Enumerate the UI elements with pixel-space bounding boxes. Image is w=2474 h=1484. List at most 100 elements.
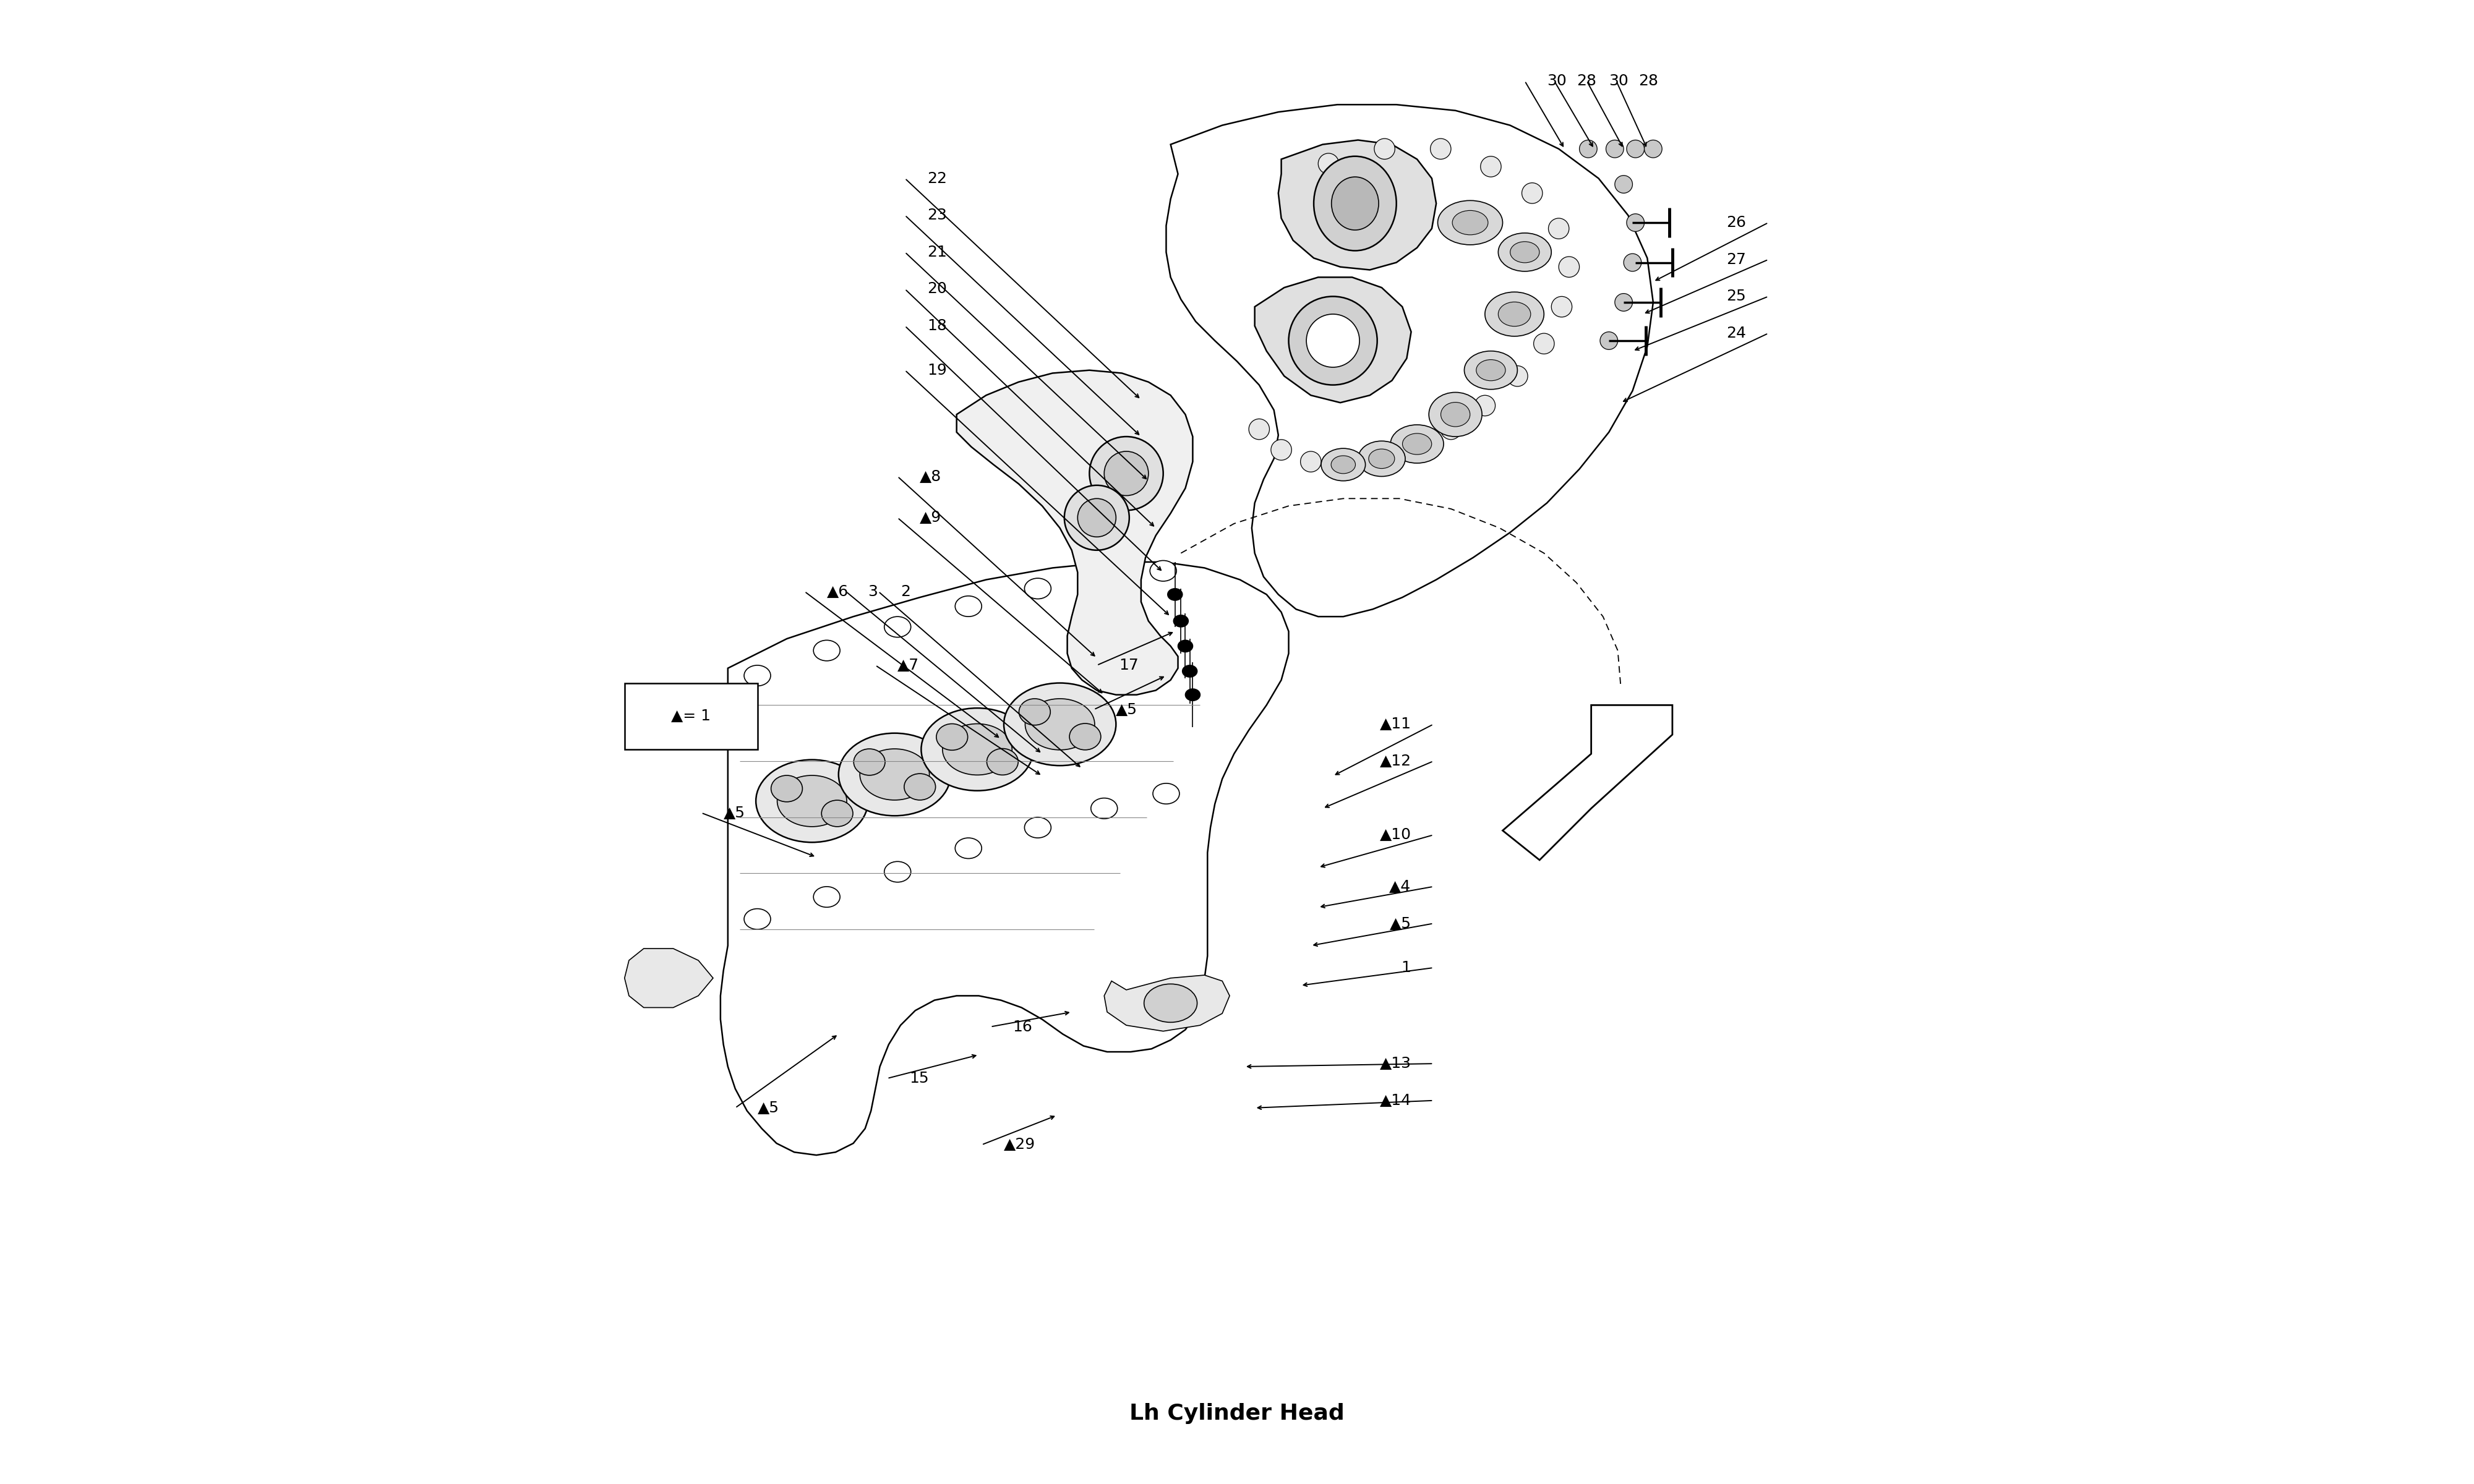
Ellipse shape <box>1183 665 1197 677</box>
Ellipse shape <box>1173 614 1188 626</box>
Ellipse shape <box>1484 292 1544 337</box>
Ellipse shape <box>1333 454 1353 475</box>
Ellipse shape <box>1534 334 1554 355</box>
Text: 23: 23 <box>928 208 948 223</box>
Text: ▲14: ▲14 <box>1380 1094 1410 1109</box>
Ellipse shape <box>1625 139 1645 157</box>
Text: ▲7: ▲7 <box>898 657 920 672</box>
Ellipse shape <box>1103 451 1148 496</box>
Ellipse shape <box>955 838 982 859</box>
Ellipse shape <box>854 749 886 775</box>
Text: 18: 18 <box>928 319 948 334</box>
Ellipse shape <box>1430 138 1450 159</box>
Ellipse shape <box>1625 214 1645 232</box>
Ellipse shape <box>1437 200 1502 245</box>
Ellipse shape <box>1373 138 1395 159</box>
Ellipse shape <box>1089 436 1163 510</box>
Ellipse shape <box>1479 156 1502 177</box>
Ellipse shape <box>1319 153 1338 174</box>
Text: 19: 19 <box>928 362 948 377</box>
Text: ▲4: ▲4 <box>1390 879 1410 893</box>
Polygon shape <box>1502 705 1672 861</box>
Text: 26: 26 <box>1727 215 1747 230</box>
Ellipse shape <box>1185 689 1200 700</box>
Polygon shape <box>1103 975 1230 1031</box>
Ellipse shape <box>1178 640 1192 651</box>
Ellipse shape <box>777 776 846 827</box>
Text: 2: 2 <box>901 585 910 600</box>
Ellipse shape <box>1150 561 1178 582</box>
Text: ▲9: ▲9 <box>920 510 943 525</box>
Polygon shape <box>1279 139 1437 270</box>
Ellipse shape <box>943 724 1012 775</box>
Text: 30: 30 <box>1608 74 1628 89</box>
Text: ▲5: ▲5 <box>757 1101 779 1116</box>
Ellipse shape <box>745 665 769 686</box>
Text: ▲5: ▲5 <box>1116 702 1138 717</box>
Text: 20: 20 <box>928 282 948 297</box>
Ellipse shape <box>1606 139 1623 157</box>
Text: 28: 28 <box>1638 74 1658 89</box>
Polygon shape <box>1165 104 1653 616</box>
Ellipse shape <box>1403 436 1425 457</box>
Ellipse shape <box>1272 439 1291 460</box>
Ellipse shape <box>839 733 950 816</box>
Ellipse shape <box>814 886 841 907</box>
Polygon shape <box>1254 278 1410 402</box>
Text: 16: 16 <box>1012 1020 1032 1034</box>
Polygon shape <box>957 370 1192 695</box>
Ellipse shape <box>1549 218 1569 239</box>
Ellipse shape <box>1368 450 1395 469</box>
Ellipse shape <box>1559 257 1578 278</box>
Text: ▲10: ▲10 <box>1380 828 1410 843</box>
Ellipse shape <box>903 773 935 800</box>
Ellipse shape <box>1522 183 1541 203</box>
Text: ▲12: ▲12 <box>1380 754 1410 769</box>
Text: 3: 3 <box>868 585 878 600</box>
Ellipse shape <box>1306 315 1361 367</box>
Text: Lh Cylinder Head: Lh Cylinder Head <box>1131 1402 1343 1423</box>
Ellipse shape <box>1440 418 1462 439</box>
Ellipse shape <box>1390 424 1445 463</box>
Ellipse shape <box>883 862 910 881</box>
Ellipse shape <box>1499 301 1531 326</box>
Ellipse shape <box>1301 451 1321 472</box>
Ellipse shape <box>1153 784 1180 804</box>
Ellipse shape <box>955 597 982 616</box>
Polygon shape <box>720 562 1289 1155</box>
Ellipse shape <box>1024 699 1094 749</box>
Ellipse shape <box>1331 177 1378 230</box>
Ellipse shape <box>1019 699 1051 726</box>
Text: 21: 21 <box>928 245 948 260</box>
Ellipse shape <box>1321 448 1366 481</box>
Text: ▲5: ▲5 <box>722 806 745 821</box>
Polygon shape <box>623 948 713 1008</box>
Text: ▲29: ▲29 <box>1004 1137 1037 1152</box>
Ellipse shape <box>1024 579 1051 600</box>
Text: ▲5: ▲5 <box>1390 916 1410 930</box>
Ellipse shape <box>757 760 868 843</box>
Ellipse shape <box>1475 395 1494 416</box>
Ellipse shape <box>1507 365 1529 386</box>
Ellipse shape <box>1091 798 1118 819</box>
Ellipse shape <box>1091 567 1118 588</box>
Ellipse shape <box>1616 294 1633 312</box>
Ellipse shape <box>1331 456 1356 473</box>
Text: 1: 1 <box>1400 960 1410 975</box>
Ellipse shape <box>1477 359 1507 381</box>
Ellipse shape <box>1079 499 1116 537</box>
Ellipse shape <box>987 748 1019 775</box>
Ellipse shape <box>1465 352 1517 389</box>
Ellipse shape <box>814 640 841 660</box>
Ellipse shape <box>1551 297 1571 318</box>
Text: ▲13: ▲13 <box>1380 1057 1410 1071</box>
Ellipse shape <box>1623 254 1640 272</box>
Ellipse shape <box>1430 392 1482 436</box>
Ellipse shape <box>935 724 967 751</box>
Ellipse shape <box>1289 297 1378 384</box>
Ellipse shape <box>883 616 910 637</box>
Ellipse shape <box>861 749 930 800</box>
Ellipse shape <box>1509 242 1539 263</box>
Ellipse shape <box>1578 139 1598 157</box>
Ellipse shape <box>1403 433 1432 454</box>
